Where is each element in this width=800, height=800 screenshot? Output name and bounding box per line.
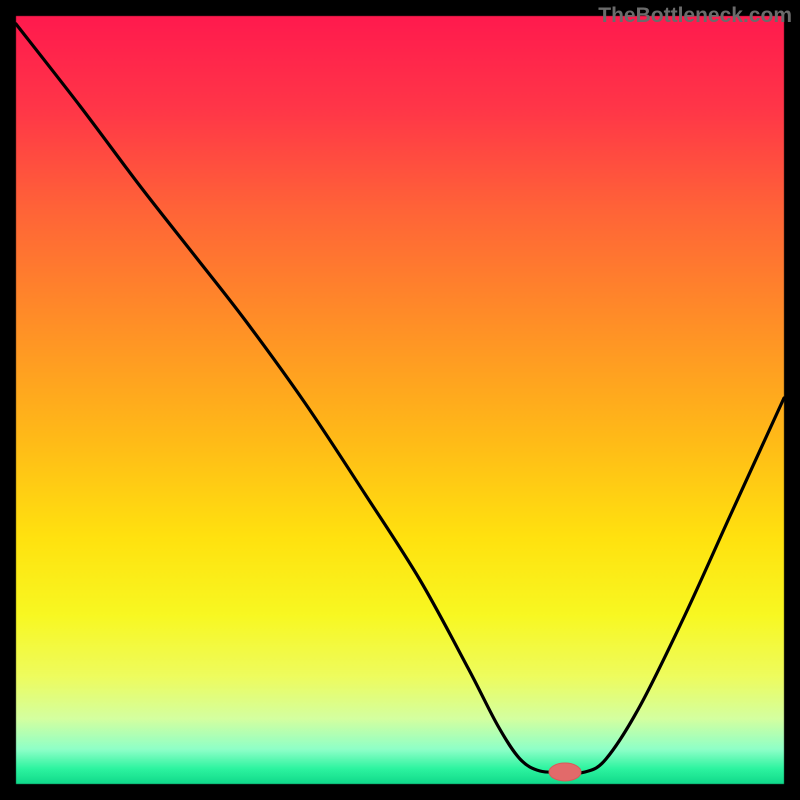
chart-container: TheBottleneck.com [0, 0, 800, 800]
curve-layer [0, 0, 800, 800]
watermark-text: TheBottleneck.com [598, 4, 792, 28]
optimum-marker [549, 763, 581, 781]
bottleneck-curve [16, 24, 784, 773]
